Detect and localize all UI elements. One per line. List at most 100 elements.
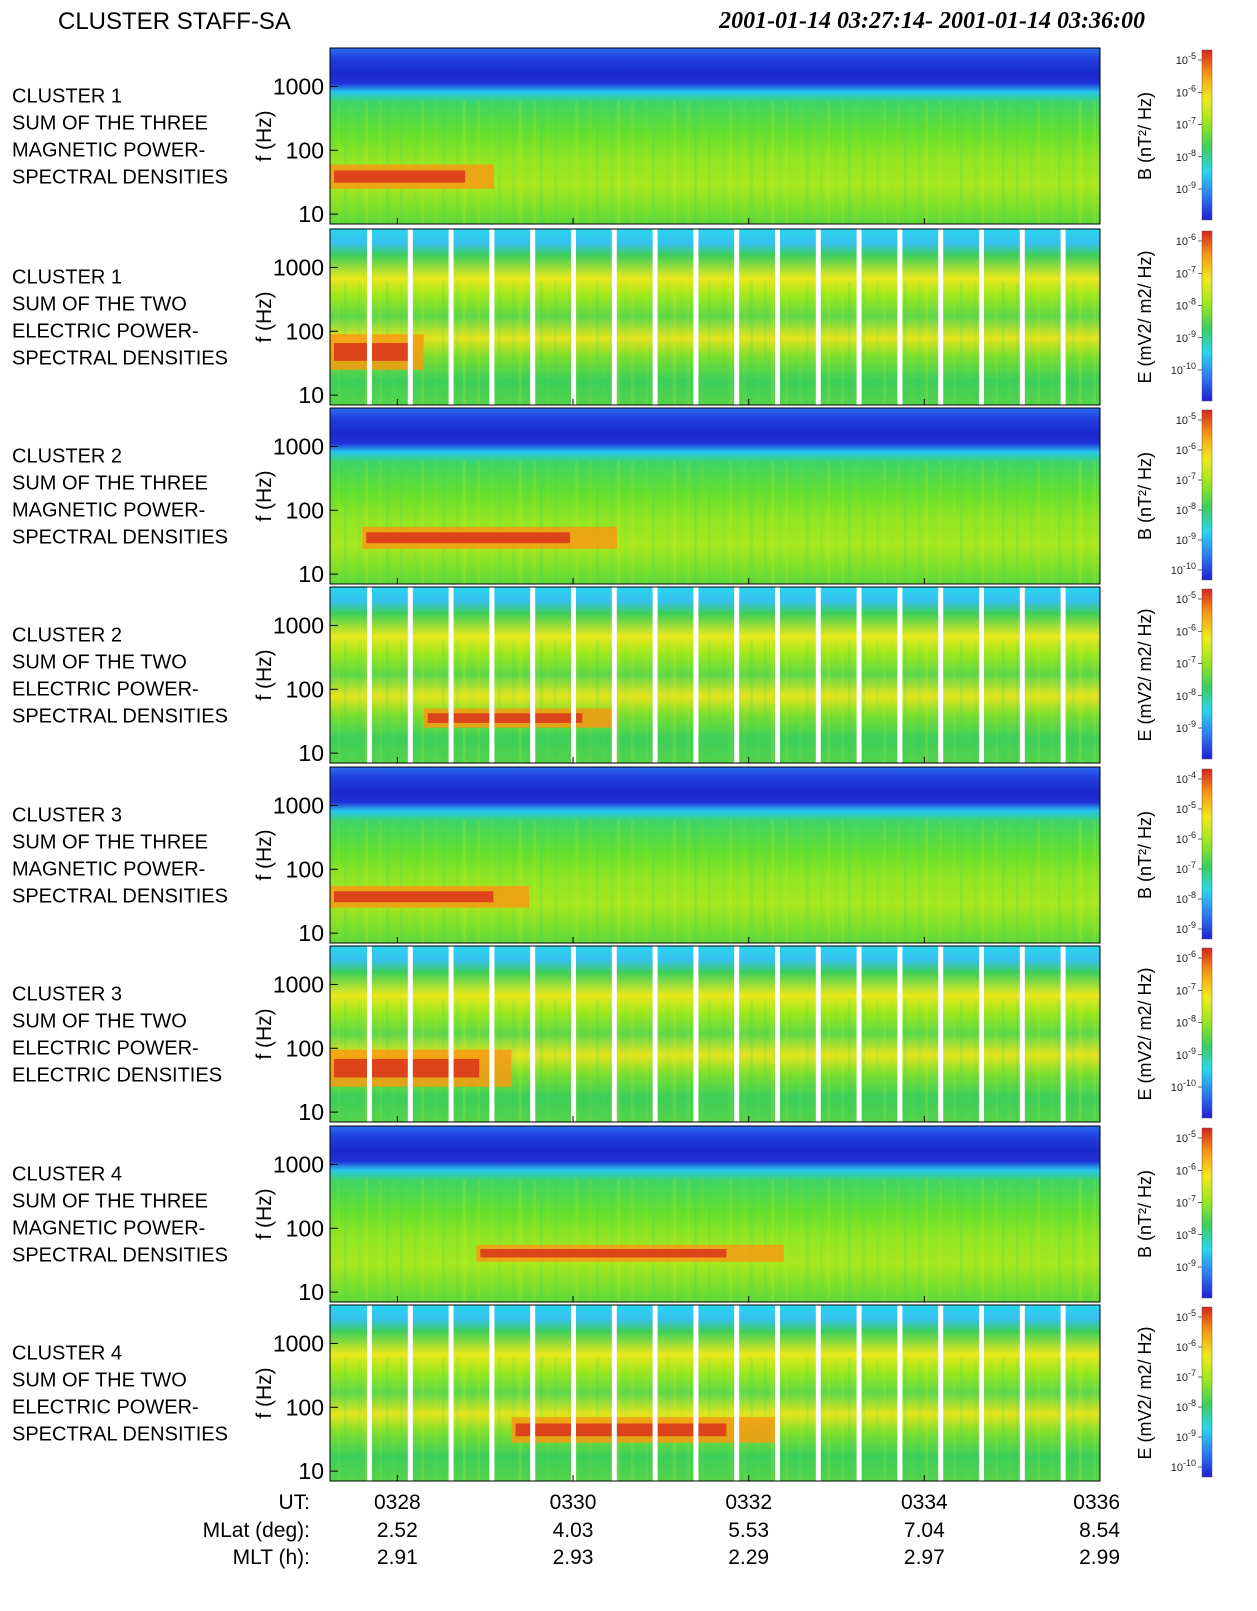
spectrogram-texture <box>995 460 998 584</box>
spectrogram-texture <box>841 998 844 1122</box>
panel-frame <box>329 1125 1101 1303</box>
spectrogram-texture <box>351 820 354 943</box>
spectrogram-texture <box>666 281 669 405</box>
spectrogram-texture <box>442 460 445 584</box>
spectrogram-texture <box>967 101 970 224</box>
spectrogram-texture <box>582 461 585 584</box>
spectrogram-texture <box>365 639 368 763</box>
spectrogram-texture <box>1093 1178 1096 1302</box>
spectrogram-texture <box>603 820 606 943</box>
spectrogram-texture <box>624 100 627 224</box>
spectrogram-texture <box>442 639 445 763</box>
spectrogram-texture <box>841 1178 844 1302</box>
spectrogram-texture <box>827 460 830 584</box>
spectrogram-texture <box>1065 101 1068 224</box>
data-gap <box>979 229 984 405</box>
spectrogram-background <box>330 1305 1100 1481</box>
x-tick-label: 0330 <box>550 1491 597 1514</box>
spectrogram-texture <box>428 282 431 405</box>
spectrogram-texture <box>344 1357 347 1481</box>
colorbar-tick-label: 10-8 <box>1176 1226 1196 1242</box>
peak-power-band <box>480 1249 727 1258</box>
data-gap <box>1101 1305 1107 1481</box>
spectrogram-texture <box>974 100 977 224</box>
spectrogram-texture <box>953 100 956 224</box>
spectrogram-texture <box>911 640 914 763</box>
y-tick-label: 100 <box>286 856 324 882</box>
panel-frame <box>329 945 1101 1123</box>
spectrogram-texture <box>904 281 907 405</box>
spectrogram-texture <box>855 100 858 224</box>
data-gap <box>775 229 780 405</box>
spectrogram-texture <box>841 460 844 584</box>
spectrogram-texture <box>575 819 578 943</box>
data-gap <box>693 587 699 763</box>
spectrogram-texture <box>1065 1179 1068 1302</box>
spectrogram-texture <box>855 639 858 763</box>
spectrogram-texture <box>624 998 627 1122</box>
spectrogram-texture <box>603 101 606 224</box>
data-gap <box>734 1305 740 1481</box>
spectrogram-texture <box>883 460 886 584</box>
spectrogram-texture <box>673 281 676 405</box>
spectrogram-texture <box>799 998 802 1122</box>
spectrogram-texture <box>498 281 501 405</box>
spectrogram-texture <box>960 819 963 943</box>
spectrogram-texture <box>1009 639 1012 763</box>
spectrogram-texture <box>883 819 886 943</box>
spectrogram-texture <box>428 1179 431 1302</box>
spectrogram-texture <box>673 100 676 224</box>
spectrogram-texture <box>582 820 585 943</box>
spectrogram-texture <box>925 1178 928 1302</box>
panel-description-line: SUM OF THE THREE <box>12 832 208 854</box>
spectrogram-texture <box>708 1178 711 1302</box>
data-gap <box>856 587 862 763</box>
spectrogram-texture <box>554 460 557 584</box>
spectrogram-texture <box>876 639 879 763</box>
data-gap <box>448 587 454 763</box>
spectrogram-texture <box>757 461 760 584</box>
spectrogram-texture <box>757 640 760 763</box>
panel-description-line: CLUSTER 1 <box>12 86 122 108</box>
colorbar-tick-label: 10-10 <box>1171 1458 1196 1474</box>
spectrogram-texture <box>442 281 445 405</box>
spectrogram-texture <box>1079 639 1082 763</box>
colorbar-tick-label: 10-9 <box>1176 1258 1196 1274</box>
spectrogram-texture <box>596 819 599 943</box>
spectrogram-texture <box>386 1357 389 1481</box>
peak-power-band <box>334 1058 480 1078</box>
spectrogram-texture <box>820 281 823 405</box>
spectrogram-texture <box>722 100 725 224</box>
spectrogram-texture <box>659 820 662 943</box>
x-tick-label: 2.91 <box>377 1546 418 1569</box>
spectrogram-texture <box>820 1357 823 1481</box>
panel-description-line: ELECTRIC DENSITIES <box>12 1065 222 1087</box>
spectrogram-texture <box>652 100 655 224</box>
data-gap <box>611 229 617 405</box>
spectrogram-texture <box>687 639 690 763</box>
data-gap <box>530 1305 536 1481</box>
spectrogram-texture <box>694 819 697 943</box>
spectrogram-texture <box>799 1178 802 1302</box>
spectrogram-texture <box>547 100 550 224</box>
spectrogram-panel-6: 10 100 1000 f (Hz) CLUSTER 3 SUM OF THE TWO EL… <box>12 945 1213 1125</box>
spectrogram-texture <box>519 998 522 1122</box>
spectrogram-texture <box>1016 100 1019 224</box>
spectrogram-texture <box>687 998 690 1122</box>
spectrogram-texture <box>820 460 823 584</box>
spectrogram-texture <box>1037 819 1040 943</box>
spectrogram-texture <box>911 101 914 224</box>
spectrogram-texture <box>659 640 662 763</box>
spectrogram-texture <box>386 639 389 763</box>
y-tick-label: 10 <box>298 201 324 227</box>
spectrogram-texture <box>456 281 459 405</box>
data-gap <box>571 229 576 405</box>
data-gap <box>734 229 740 405</box>
data-gap <box>734 946 740 1122</box>
spectrogram-texture <box>687 819 690 943</box>
spectrogram-texture <box>1044 820 1047 943</box>
spectrogram-texture <box>750 639 753 763</box>
y-tick-label: 10 <box>298 1099 324 1125</box>
spectrogram-texture <box>470 819 473 943</box>
colorbar-unit-label: E (mV2/ m2/ Hz) <box>1135 967 1155 1100</box>
